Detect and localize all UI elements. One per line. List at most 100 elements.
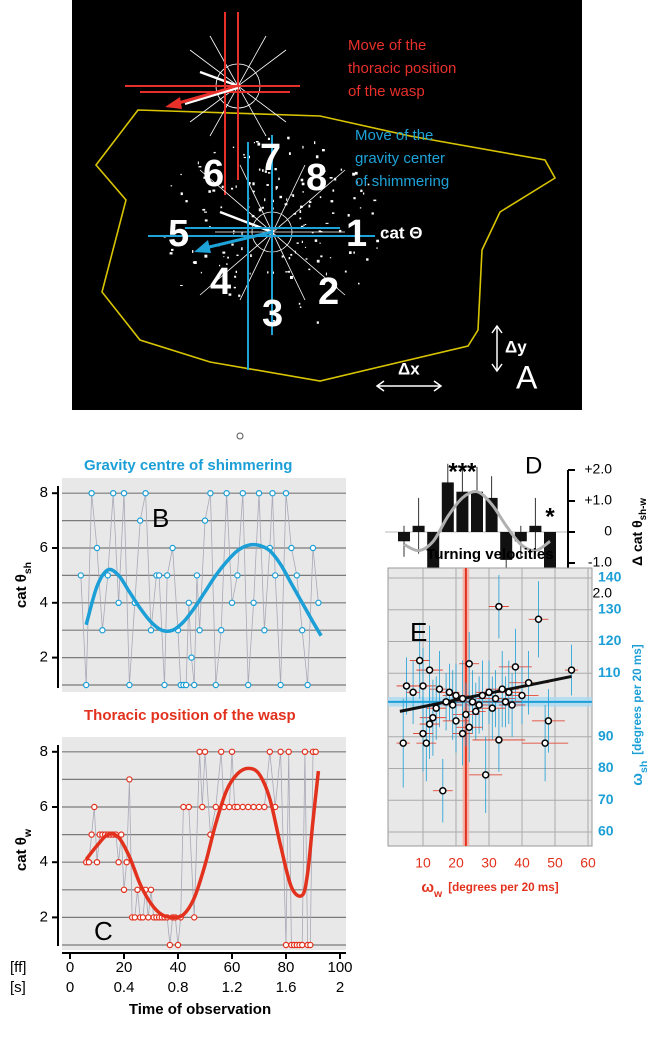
data-point <box>420 683 426 689</box>
speckle <box>341 169 342 171</box>
speckle <box>317 260 320 263</box>
data-point <box>400 740 406 746</box>
data-point <box>262 628 267 633</box>
y-tick-label: 0 <box>604 523 612 539</box>
speckle <box>250 273 251 275</box>
speckle <box>353 197 355 199</box>
data-point <box>165 573 170 578</box>
data-point <box>526 680 532 686</box>
data-point <box>116 600 121 605</box>
sector-label: 1 <box>346 213 367 255</box>
data-point <box>460 731 466 737</box>
speckle <box>180 174 181 175</box>
speckle <box>302 183 305 186</box>
data-point <box>256 491 261 496</box>
speckle <box>317 321 319 323</box>
plot-background <box>62 478 346 692</box>
bar <box>471 492 483 532</box>
sector-label: 8 <box>306 157 327 199</box>
speckle <box>243 154 245 156</box>
speckle <box>312 232 314 233</box>
data-point <box>227 804 232 809</box>
data-point <box>235 573 240 578</box>
speckle <box>300 210 302 213</box>
x-tick-label: 60 <box>580 855 596 871</box>
label-unit: [degrees per 20 ms] <box>631 644 644 755</box>
data-point <box>146 915 151 920</box>
label-text: ω <box>421 879 434 896</box>
data-point <box>489 705 495 711</box>
speckle <box>300 306 302 307</box>
data-point <box>302 749 307 754</box>
annotation: * <box>545 503 555 530</box>
data-point <box>486 689 492 695</box>
speckle <box>223 256 224 257</box>
label-text: cat θ <box>13 837 30 871</box>
data-point <box>213 682 218 687</box>
data-point <box>197 749 202 754</box>
speckle <box>199 166 202 167</box>
sector-label: 6 <box>203 153 224 195</box>
data-point <box>100 628 105 633</box>
y-tick-label: +2.0 <box>584 461 612 477</box>
x-tick-label: 100 <box>327 959 352 976</box>
sector-label: 3 <box>262 293 283 335</box>
speckle <box>345 271 347 273</box>
chart-title: Gravity centre of shimmering <box>84 457 292 474</box>
speckle <box>319 243 320 244</box>
data-point <box>127 682 132 687</box>
data-point <box>194 573 199 578</box>
data-point <box>148 628 153 633</box>
y-tick-label: 4 <box>40 853 48 870</box>
x-tick-label: 30 <box>481 855 497 871</box>
speckle <box>288 271 290 273</box>
speckle <box>234 276 236 278</box>
speckle <box>289 152 291 155</box>
data-point <box>443 699 449 705</box>
y-tick-label: 4 <box>40 594 48 611</box>
y-tick-label: 60 <box>598 823 614 839</box>
label-subscript: sh <box>22 562 34 574</box>
data-point <box>493 696 499 702</box>
speckle <box>254 142 255 143</box>
label-text: Δ cat θ <box>629 520 645 566</box>
data-point <box>200 804 205 809</box>
speckle <box>231 188 233 190</box>
y-axis-label: Δ cat θsh-w <box>629 498 649 566</box>
annotation: thoracic position <box>348 60 456 77</box>
speckle <box>286 198 287 200</box>
speckle <box>372 212 374 214</box>
speckle <box>220 206 222 208</box>
data-point <box>116 860 121 865</box>
data-point <box>89 491 94 496</box>
data-point <box>105 573 110 578</box>
y-tick-label: +1.0 <box>584 492 612 508</box>
data-point <box>219 749 224 754</box>
sector-label: 7 <box>260 137 281 179</box>
data-point <box>175 942 180 947</box>
x-tick-label: 10 <box>415 855 431 871</box>
x-axis-label: ωw[degrees per 20 ms] <box>421 879 558 900</box>
data-point <box>202 749 207 754</box>
speckle <box>205 219 208 221</box>
data-point <box>536 616 542 622</box>
y-axis-label: ωsh[degrees per 20 ms] <box>629 644 650 785</box>
speckle <box>309 205 311 208</box>
data-point <box>506 689 512 695</box>
data-point <box>86 860 91 865</box>
data-point <box>111 491 116 496</box>
speckle <box>250 254 252 257</box>
data-point <box>213 804 218 809</box>
speckle <box>332 212 334 214</box>
speckle <box>302 241 303 243</box>
data-point <box>135 887 140 892</box>
axis-label: cat Θ <box>380 223 423 242</box>
speckle <box>322 149 325 151</box>
data-point <box>460 696 466 702</box>
speckle <box>285 271 288 272</box>
data-point <box>466 661 472 667</box>
speckle <box>289 257 291 259</box>
data-point <box>289 545 294 550</box>
data-point <box>479 692 485 698</box>
data-point <box>503 699 509 705</box>
